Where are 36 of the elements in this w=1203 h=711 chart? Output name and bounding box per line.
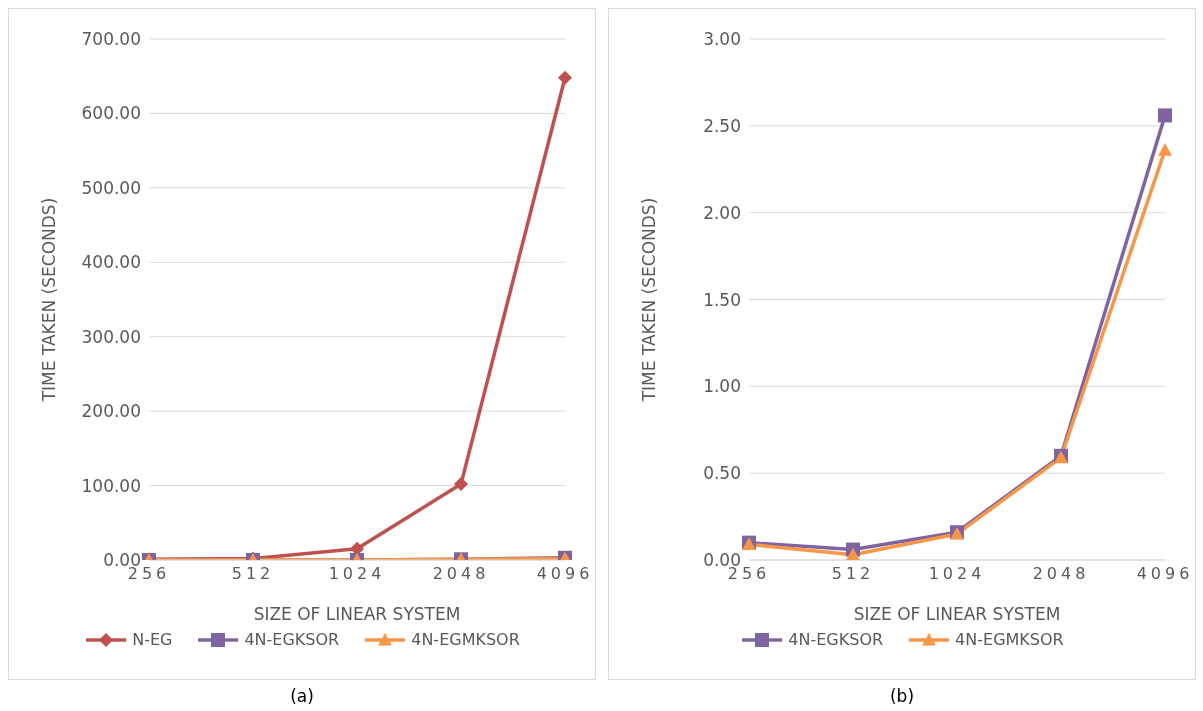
- legend-label: 4N-EGKSOR: [244, 630, 340, 649]
- y-tick-label: 400.00: [81, 252, 141, 273]
- point: [1158, 143, 1172, 156]
- point: [558, 70, 572, 85]
- y-tick-label: 700.00: [81, 29, 141, 50]
- y-axis-title: TIME TAKEN (SECONDS): [639, 197, 660, 403]
- legend-label: 4N-EGMKSOR: [955, 630, 1064, 649]
- point: [846, 547, 860, 560]
- y-tick-label: 300.00: [81, 326, 141, 347]
- x-tick-label: 4096: [1136, 564, 1194, 584]
- x-tick-label: 2048: [432, 564, 490, 584]
- legend-label: 4N-EGKSOR: [788, 630, 884, 649]
- y-tick-label: 600.00: [81, 103, 141, 124]
- x-tick-label: 512: [231, 564, 275, 584]
- legend-label: N-EG: [132, 630, 173, 649]
- y-tick-label: 200.00: [81, 401, 141, 422]
- y-tick-label: 1.50: [703, 289, 741, 310]
- x-tick-label: 2048: [1032, 564, 1090, 584]
- y-tick-label: 2.50: [703, 115, 741, 136]
- y-tick-label: 3.00: [703, 29, 741, 50]
- y-tick-label: 2.00: [703, 202, 741, 223]
- x-tick-label: 4096: [536, 564, 594, 584]
- y-tick-label: 500.00: [81, 177, 141, 198]
- text: (a): [290, 686, 314, 706]
- y-tick-label: 1.00: [703, 376, 741, 397]
- point: [1158, 108, 1172, 123]
- x-tick-label: 1024: [328, 564, 386, 584]
- y-axis-title: TIME TAKEN (SECONDS): [39, 197, 60, 403]
- x-axis-title: SIZE OF LINEAR SYSTEM: [853, 604, 1061, 624]
- legend-label: 4N-EGMKSOR: [411, 630, 520, 649]
- x-axis-title: SIZE OF LINEAR SYSTEM: [253, 604, 461, 624]
- x-tick-label: 512: [831, 564, 875, 584]
- y-tick-label: 100.00: [81, 475, 141, 496]
- y-tick-label: 0.50: [703, 463, 741, 484]
- text: (b): [889, 686, 915, 706]
- x-tick-label: 1024: [928, 564, 986, 584]
